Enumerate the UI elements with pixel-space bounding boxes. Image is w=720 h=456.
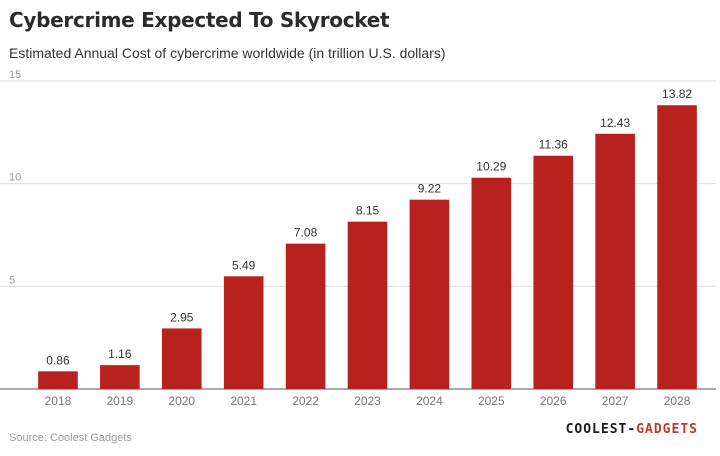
- x-tick-label: 2026: [540, 394, 567, 408]
- x-tick-label: 2019: [107, 394, 134, 408]
- data-label: 10.29: [476, 160, 506, 174]
- x-tick-label: 2018: [45, 394, 72, 408]
- x-tick-label: 2021: [230, 394, 257, 408]
- bar: [347, 221, 388, 389]
- x-tick-label: 2024: [416, 394, 443, 408]
- data-label: 11.36: [539, 138, 568, 152]
- source-note: Source: Coolest Gadgets: [9, 432, 132, 444]
- x-tick-label: 2020: [168, 394, 195, 408]
- data-label: 9.22: [418, 182, 442, 196]
- x-tick-label: 2027: [602, 394, 629, 408]
- bar: [409, 199, 450, 389]
- data-label: 12.43: [600, 116, 630, 130]
- x-tick-label: 2028: [664, 394, 691, 408]
- bar: [533, 155, 574, 389]
- data-label: 7.08: [294, 226, 318, 240]
- x-tick-label: 2022: [292, 394, 319, 408]
- y-tick-label: 5: [9, 274, 15, 286]
- x-tick-label: 2025: [478, 394, 505, 408]
- x-tick-label: 2023: [354, 394, 381, 408]
- chart-subtitle: Estimated Annual Cost of cybercrime worl…: [9, 45, 446, 61]
- bar: [595, 133, 635, 389]
- bar: [223, 276, 264, 389]
- y-tick-label: 15: [9, 69, 21, 81]
- data-label: 1.16: [108, 347, 132, 361]
- brand-logo: COOLEST-GADGETS: [566, 422, 698, 437]
- data-label: 2.95: [170, 310, 194, 324]
- bar-chart: 5 10 15 0.86 2018 1.16 2019 2.95 2020 5.49 2021 7.0…: [0, 69, 716, 408]
- data-label: 8.15: [356, 204, 380, 218]
- bar: [285, 243, 326, 389]
- bar: [161, 328, 202, 389]
- brand-logo-left: COOLEST-: [565, 422, 637, 437]
- bar: [657, 105, 697, 389]
- data-label: 13.82: [662, 87, 692, 101]
- data-label: 0.86: [46, 353, 70, 367]
- bar: [38, 371, 78, 389]
- data-label: 5.49: [232, 258, 256, 272]
- bar: [100, 365, 140, 389]
- y-tick-label: 10: [9, 172, 21, 184]
- brand-logo-right: GADGETS: [636, 422, 698, 437]
- chart-title: Cybercrime Expected To Skyrocket: [9, 8, 390, 32]
- bar: [471, 177, 512, 389]
